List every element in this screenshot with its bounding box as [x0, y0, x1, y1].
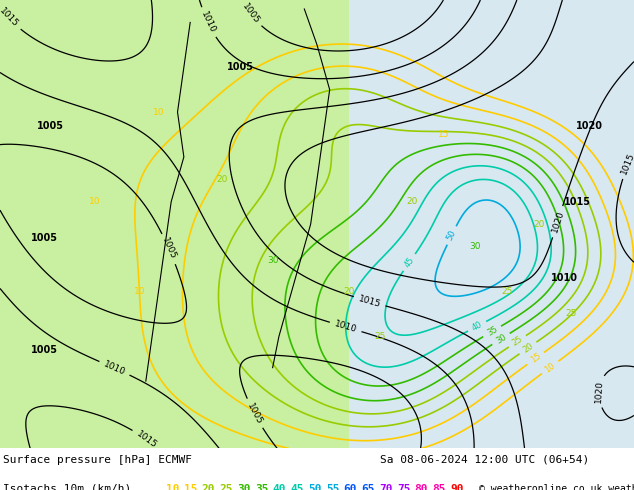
- Text: 1015: 1015: [0, 6, 20, 29]
- Text: 55: 55: [326, 484, 339, 490]
- Text: Surface pressure [hPa] ECMWF: Surface pressure [hPa] ECMWF: [3, 455, 192, 465]
- Text: 25: 25: [375, 332, 386, 341]
- Text: 1020: 1020: [550, 209, 566, 234]
- Text: 10: 10: [89, 197, 101, 206]
- Text: 30: 30: [267, 256, 278, 265]
- Text: 1015: 1015: [358, 294, 382, 309]
- Text: 50: 50: [308, 484, 321, 490]
- Text: 1005: 1005: [31, 344, 58, 355]
- Text: 20: 20: [406, 197, 418, 206]
- Text: Sa 08-06-2024 12:00 UTC (06+54): Sa 08-06-2024 12:00 UTC (06+54): [380, 455, 590, 465]
- Text: 90: 90: [450, 484, 463, 490]
- Text: 45: 45: [290, 484, 304, 490]
- Text: 80: 80: [415, 484, 428, 490]
- Text: 1010: 1010: [102, 359, 127, 377]
- Text: 30: 30: [494, 332, 508, 345]
- Bar: [349, 0, 634, 448]
- Text: 25: 25: [501, 287, 513, 296]
- Text: 25: 25: [219, 484, 233, 490]
- Text: 10: 10: [166, 484, 179, 490]
- Text: 35: 35: [485, 325, 499, 338]
- Text: 1005: 1005: [160, 237, 178, 261]
- Text: 50: 50: [445, 229, 458, 242]
- Text: 10: 10: [134, 287, 145, 296]
- Text: 25: 25: [565, 309, 576, 318]
- Text: 1005: 1005: [31, 233, 58, 243]
- Text: 1015: 1015: [564, 197, 590, 207]
- Text: 25: 25: [510, 335, 524, 348]
- Text: 1010: 1010: [199, 10, 217, 35]
- Text: 1015: 1015: [620, 151, 634, 176]
- Text: 1005: 1005: [228, 62, 254, 72]
- Text: 20: 20: [533, 220, 545, 229]
- Text: 65: 65: [361, 484, 375, 490]
- Text: 1005: 1005: [245, 401, 264, 426]
- Text: 15: 15: [184, 484, 197, 490]
- Text: 15: 15: [438, 130, 450, 139]
- Text: 60: 60: [344, 484, 357, 490]
- Text: 40: 40: [273, 484, 286, 490]
- Bar: [0, 0, 349, 448]
- Text: Isotachs 10m (km/h): Isotachs 10m (km/h): [3, 484, 131, 490]
- Text: 70: 70: [379, 484, 392, 490]
- Text: 1020: 1020: [576, 121, 603, 130]
- Text: 20: 20: [216, 175, 228, 184]
- Text: © weatheronline.co.uk weatheronline.co.uk: © weatheronline.co.uk weatheronline.co.u…: [479, 484, 634, 490]
- Text: 1005: 1005: [37, 121, 64, 130]
- Text: 1015: 1015: [134, 429, 158, 450]
- Text: 35: 35: [255, 484, 268, 490]
- Text: 20: 20: [343, 287, 354, 296]
- Text: 15: 15: [529, 352, 543, 365]
- Text: 1010: 1010: [333, 319, 358, 335]
- Text: 20: 20: [521, 342, 535, 355]
- Text: 1020: 1020: [594, 380, 605, 403]
- Text: 40: 40: [470, 320, 484, 333]
- Text: 30: 30: [470, 242, 481, 251]
- Text: 1010: 1010: [551, 273, 578, 283]
- Text: 85: 85: [432, 484, 446, 490]
- Text: 10: 10: [153, 108, 164, 117]
- Text: 1005: 1005: [240, 1, 261, 25]
- Text: 45: 45: [403, 255, 416, 270]
- Text: 75: 75: [397, 484, 410, 490]
- Text: 20: 20: [202, 484, 215, 490]
- Text: 30: 30: [237, 484, 250, 490]
- Text: 10: 10: [543, 361, 557, 374]
